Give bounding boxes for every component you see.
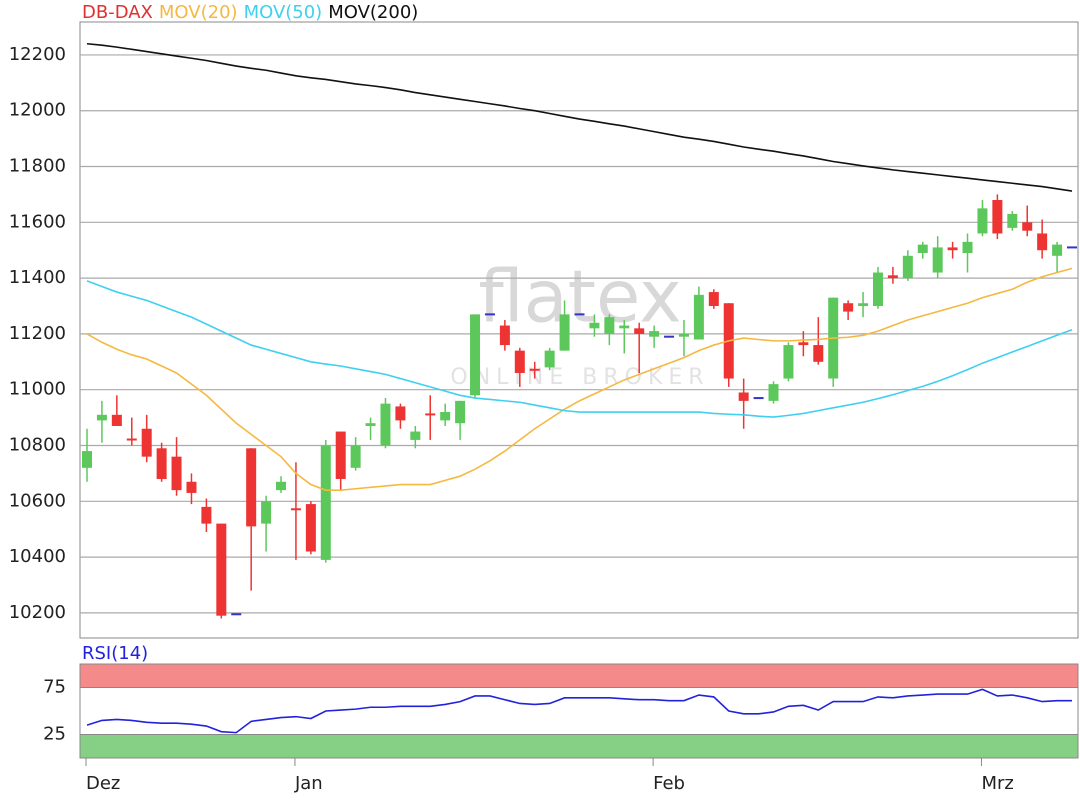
candle-body bbox=[410, 431, 421, 440]
candle-body bbox=[425, 413, 436, 416]
y-tick-label: 12000 bbox=[9, 100, 66, 121]
x-tick-label: Mrz bbox=[981, 773, 1013, 794]
candle-body bbox=[156, 448, 167, 479]
candle-body bbox=[559, 314, 570, 351]
candle-body bbox=[798, 342, 809, 346]
main-panel bbox=[79, 21, 1079, 639]
x-tick-label: Dez bbox=[86, 773, 120, 794]
candle-body bbox=[171, 456, 182, 491]
y-tick-label: 11400 bbox=[9, 267, 66, 288]
candle-body bbox=[843, 303, 854, 312]
y-tick-label: 12200 bbox=[9, 44, 66, 65]
candle-body bbox=[380, 403, 391, 446]
watermark-tagline: ONLINE BROKER bbox=[450, 365, 709, 390]
candle-body bbox=[544, 350, 555, 368]
candle-body bbox=[261, 501, 272, 524]
y-tick-label: 10800 bbox=[9, 435, 66, 456]
candle-body bbox=[320, 445, 331, 560]
legend-entry: MOV(20) bbox=[159, 2, 238, 23]
candle-body bbox=[1007, 213, 1018, 228]
y-tick-label: 11000 bbox=[9, 379, 66, 400]
candle-body bbox=[708, 292, 719, 307]
candle-body bbox=[649, 331, 660, 337]
candle-body bbox=[455, 400, 466, 424]
candle-body bbox=[201, 506, 212, 524]
candle-body bbox=[186, 481, 197, 493]
candle-body bbox=[246, 448, 257, 527]
legend-entry: MOV(50) bbox=[244, 2, 323, 23]
y-tick-label: 10400 bbox=[9, 546, 66, 567]
candle-body bbox=[813, 345, 824, 362]
candle-body bbox=[947, 247, 958, 251]
candle-body bbox=[634, 328, 645, 334]
moving-average-line bbox=[86, 267, 1073, 491]
candle-body bbox=[917, 244, 928, 253]
watermark-logo: flatex bbox=[478, 255, 681, 339]
candle-body bbox=[977, 208, 988, 234]
legend-entry: DB-DAX bbox=[82, 2, 153, 23]
candle-body bbox=[111, 414, 122, 426]
candle-body bbox=[858, 303, 869, 307]
legend: DB-DAX MOV(20) MOV(50) MOV(200) bbox=[82, 2, 418, 23]
candle-body bbox=[514, 350, 525, 373]
y-tick-label: 75 bbox=[43, 677, 66, 698]
x-tick-label: Feb bbox=[653, 773, 685, 794]
candle-body bbox=[305, 504, 316, 552]
rsi-line bbox=[86, 688, 1072, 734]
y-tick-label: 11200 bbox=[9, 323, 66, 344]
y-tick-label: 25 bbox=[43, 724, 66, 745]
candle-body bbox=[216, 523, 227, 616]
rsi-label: RSI(14) bbox=[82, 643, 148, 664]
candle-body bbox=[276, 481, 287, 491]
moving-average-line bbox=[86, 280, 1073, 418]
candle-body bbox=[1037, 233, 1048, 251]
candle-body bbox=[738, 392, 749, 401]
candle-body bbox=[768, 384, 779, 401]
x-tick-label: Jan bbox=[294, 773, 323, 794]
candle-body bbox=[887, 275, 898, 279]
candle-body bbox=[335, 431, 346, 479]
rsi-band bbox=[79, 663, 1079, 688]
candle-body bbox=[470, 314, 481, 396]
candle-body bbox=[1022, 222, 1033, 231]
candle-body bbox=[872, 272, 883, 307]
y-tick-label: 11600 bbox=[9, 211, 66, 232]
y-tick-label: 10600 bbox=[9, 490, 66, 511]
candle-body bbox=[619, 325, 630, 329]
candle-body bbox=[126, 438, 137, 441]
candle-body bbox=[350, 445, 361, 468]
candle-body bbox=[529, 368, 540, 371]
candle-body bbox=[902, 255, 913, 279]
candle-body bbox=[693, 294, 704, 340]
candle-body bbox=[678, 333, 689, 337]
candle-body bbox=[589, 322, 600, 329]
candle-body bbox=[395, 406, 406, 421]
candle-body bbox=[1052, 244, 1063, 256]
candle-body bbox=[962, 241, 973, 253]
candle-body bbox=[96, 414, 107, 421]
y-tick-label: 11800 bbox=[9, 156, 66, 177]
candle-body bbox=[499, 325, 510, 346]
rsi-band bbox=[79, 734, 1079, 759]
candle-body bbox=[783, 345, 794, 379]
candle-body bbox=[604, 317, 615, 334]
candle-body bbox=[932, 247, 943, 273]
candle-body bbox=[82, 451, 92, 468]
candle-body bbox=[365, 423, 376, 426]
candle-body bbox=[141, 428, 152, 457]
legend-entry: MOV(200) bbox=[328, 2, 418, 23]
moving-average-line bbox=[86, 42, 1073, 192]
y-tick-label: 10200 bbox=[9, 602, 66, 623]
candle-body bbox=[440, 412, 451, 421]
candle-body bbox=[992, 199, 1003, 234]
candle-body bbox=[290, 508, 301, 511]
